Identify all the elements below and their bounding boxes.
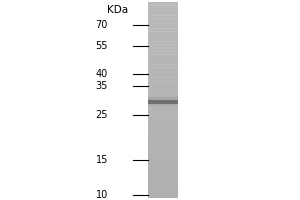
Bar	[148, 54, 178, 58]
Bar	[148, 185, 178, 189]
Bar	[148, 87, 178, 91]
Bar	[148, 67, 178, 71]
Text: 35: 35	[96, 81, 108, 91]
Bar	[148, 136, 178, 140]
Bar	[148, 28, 178, 32]
Bar	[148, 146, 178, 150]
Bar	[148, 142, 178, 146]
Bar	[148, 2, 178, 6]
Bar	[148, 110, 178, 114]
Bar	[148, 182, 178, 185]
Bar	[148, 156, 178, 159]
Bar	[148, 149, 178, 153]
Bar	[148, 165, 178, 169]
Bar	[148, 25, 178, 29]
Bar	[148, 12, 178, 16]
Bar	[148, 169, 178, 172]
Bar	[148, 80, 178, 84]
Bar	[148, 195, 178, 198]
Text: 70: 70	[96, 20, 108, 30]
Bar	[148, 38, 178, 42]
Bar	[148, 126, 178, 130]
Bar	[148, 100, 178, 104]
Bar	[148, 48, 178, 51]
Bar	[148, 162, 178, 166]
Bar	[148, 152, 178, 156]
Bar	[148, 139, 178, 143]
Bar	[148, 97, 178, 100]
Bar	[148, 51, 178, 55]
Bar	[148, 107, 178, 110]
Bar	[148, 133, 178, 136]
Bar	[148, 116, 178, 120]
Bar	[148, 175, 178, 179]
Bar	[148, 71, 178, 74]
Bar	[148, 123, 178, 127]
Bar	[148, 120, 178, 123]
Bar	[148, 129, 178, 133]
Bar	[148, 64, 178, 68]
Text: 15: 15	[96, 155, 108, 165]
Bar	[148, 103, 178, 107]
Bar	[148, 178, 178, 182]
Text: 55: 55	[95, 41, 108, 51]
Bar	[148, 35, 178, 38]
Bar	[148, 5, 178, 9]
Bar	[148, 97, 178, 100]
Bar	[148, 9, 178, 12]
Text: KDa: KDa	[107, 5, 129, 15]
Bar	[148, 100, 178, 104]
Bar	[148, 93, 178, 97]
Bar	[148, 77, 178, 81]
Bar	[148, 159, 178, 163]
Bar	[148, 191, 178, 195]
Bar	[148, 15, 178, 19]
Bar	[148, 18, 178, 22]
Bar	[148, 2, 178, 198]
Text: 10: 10	[96, 190, 108, 200]
Bar	[148, 61, 178, 65]
Bar	[148, 44, 178, 48]
Bar	[148, 74, 178, 78]
Bar	[148, 90, 178, 94]
Bar	[148, 58, 178, 61]
Bar	[148, 22, 178, 25]
Bar	[148, 188, 178, 192]
Bar	[148, 172, 178, 176]
Bar	[148, 31, 178, 35]
Text: 25: 25	[95, 110, 108, 120]
Bar	[148, 104, 178, 106]
Bar	[148, 84, 178, 87]
Bar	[148, 41, 178, 45]
Text: 40: 40	[96, 69, 108, 79]
Bar	[148, 113, 178, 117]
